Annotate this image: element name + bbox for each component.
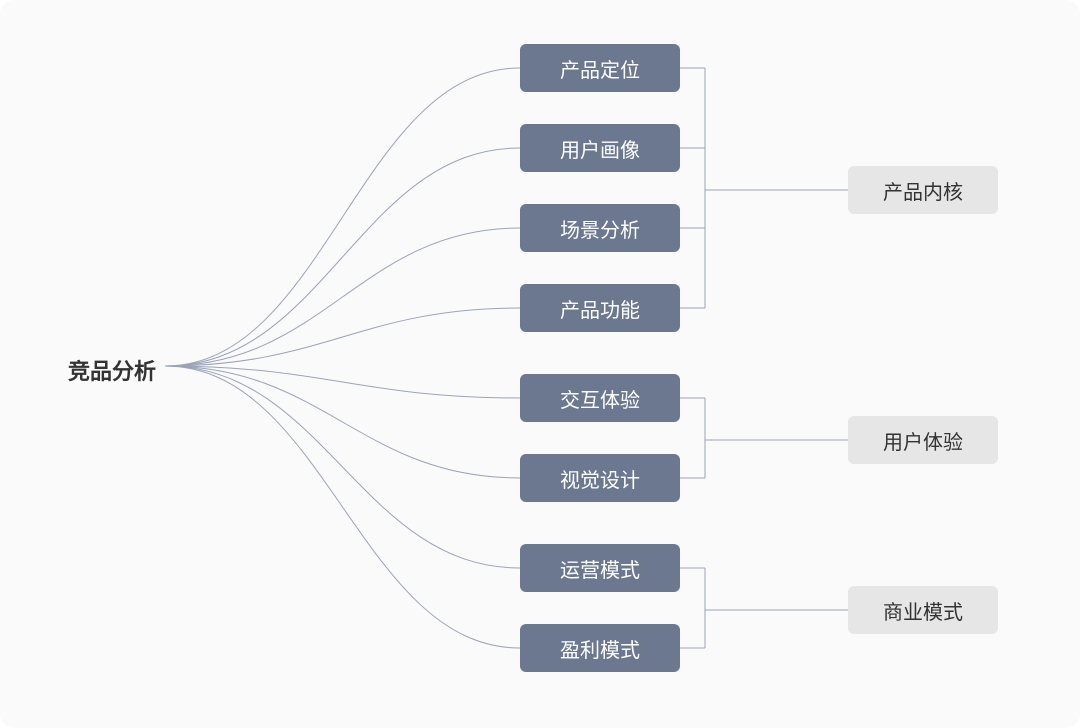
- primary-node: 场景分析: [520, 204, 680, 252]
- diagram-canvas: 竞品分析 产品定位用户画像场景分析产品功能交互体验视觉设计运营模式盈利模式 产品内…: [0, 0, 1080, 728]
- primary-node: 运营模式: [520, 544, 680, 592]
- group-node: 商业模式: [848, 586, 998, 634]
- group-node: 用户体验: [848, 416, 998, 464]
- primary-node: 视觉设计: [520, 454, 680, 502]
- primary-node: 用户画像: [520, 124, 680, 172]
- group-node: 产品内核: [848, 166, 998, 214]
- primary-node: 交互体验: [520, 374, 680, 422]
- primary-node: 产品功能: [520, 284, 680, 332]
- primary-node: 产品定位: [520, 44, 680, 92]
- primary-node: 盈利模式: [520, 624, 680, 672]
- root-label: 竞品分析: [68, 354, 156, 386]
